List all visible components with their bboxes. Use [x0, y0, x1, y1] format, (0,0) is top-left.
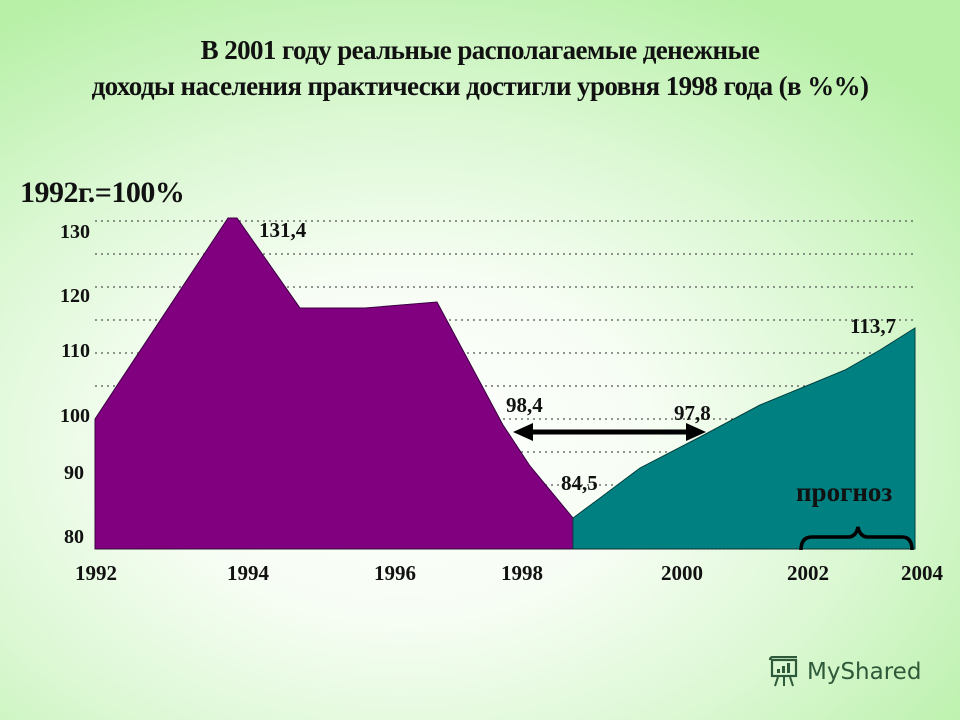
- historical-income-area: [94, 217, 574, 550]
- label-peak: 131,4: [259, 218, 307, 242]
- watermark-logo: MyShared: [767, 656, 921, 688]
- y-tick-120: 120: [60, 285, 90, 307]
- x-tick-2002: 2002: [787, 561, 829, 585]
- y-tick-130: 130: [60, 221, 90, 243]
- forecast-label: прогноз: [796, 477, 893, 507]
- watermark-text: MyShared: [807, 659, 922, 685]
- x-tick-2004: 2004: [901, 561, 943, 585]
- recovery-income-area: [572, 327, 916, 550]
- x-tick-2000: 2000: [661, 561, 703, 585]
- base-year-label: 1992г.=100%: [20, 176, 185, 209]
- y-tick-80: 80: [64, 526, 84, 548]
- title-line-2: доходы населения практически достигли ур…: [91, 71, 869, 101]
- presentation-board-icon: [768, 656, 798, 687]
- x-tick-1994: 1994: [227, 561, 269, 585]
- forecast-brace: [799, 526, 914, 551]
- comparison-double-arrow: [513, 423, 706, 441]
- y-tick-90: 90: [64, 462, 84, 484]
- title-line-1: В 2001 году реальные располагаемые денеж…: [200, 35, 760, 65]
- label-forecast-end: 113,7: [850, 314, 897, 338]
- x-tick-1998: 1998: [501, 561, 543, 585]
- y-tick-110: 110: [61, 340, 90, 362]
- label-recovery: 97,8: [674, 401, 711, 425]
- label-trough: 84,5: [561, 471, 598, 495]
- label-pre-crisis: 98,4: [506, 393, 543, 417]
- x-tick-1996: 1996: [374, 561, 416, 585]
- chart-title: В 2001 году реальные располагаемые денеж…: [0, 32, 960, 104]
- x-tick-1992: 1992: [75, 561, 117, 585]
- y-tick-100: 100: [60, 405, 90, 427]
